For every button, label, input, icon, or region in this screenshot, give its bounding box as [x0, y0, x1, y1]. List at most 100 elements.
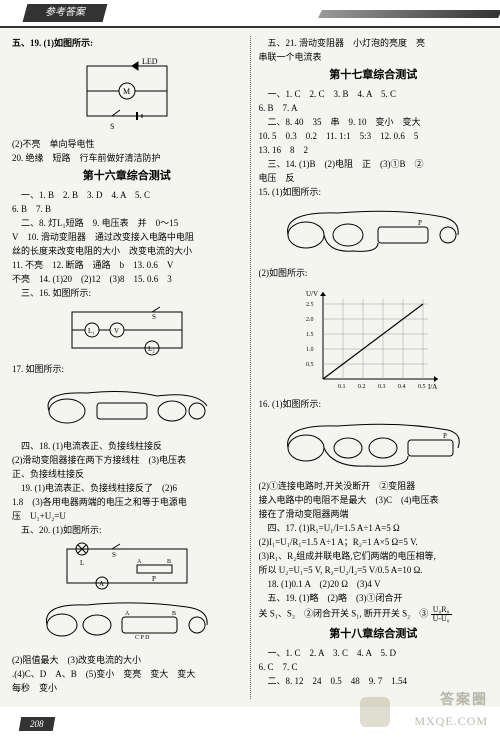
text-line: 一、1. C 2. A 3. C 4. A 5. D [259, 647, 489, 660]
text-line: .(4)C、D A、B (5)变小 变亮 变大 变大 [12, 668, 242, 681]
svg-text:A: A [99, 580, 104, 588]
svg-text:0.1: 0.1 [338, 384, 346, 390]
circuit-c20b: A B C P D [37, 595, 217, 650]
left-column: 五、19. (1)如图所示: LED M S (2)不亮 单向导电性 20. 绝… [12, 36, 242, 699]
text-line: 五、19. (1)略 (2)略 (3)①闭合开 [259, 592, 489, 605]
text-line: 关 S₁、S₂ ②闭合开关 S₁, 断开开关 S₂ ③ U₀R₀ U-U₀ [259, 606, 489, 623]
text-line: 五、19. (1)如图所示: [12, 37, 242, 50]
text-line: 接在了滑动变阻器两端 [259, 508, 489, 521]
text-line: 1.8 (3)各用电器两端的电压之和等于电源电 [12, 496, 242, 509]
text-line: 每秒 变小 [12, 682, 242, 695]
svg-text:0.2: 0.2 [358, 384, 366, 390]
text-line: 16. (1)如图所示: [259, 398, 489, 411]
svg-text:C P D: C P D [135, 635, 150, 641]
svg-text:0.3: 0.3 [378, 384, 386, 390]
text-line: 15. (1)如图所示: [259, 186, 489, 199]
text-line: 不亮 14. (1)20 (2)12 (3)8 15. 0.6 3 [12, 273, 242, 286]
text-line: 二、8. 40 35 串 9. 10 变小 变大 [259, 116, 489, 129]
text-line: 电压 反 [259, 172, 489, 185]
text-line: 二、8. 灯L₁短路 9. 电压表 并 0～15 [12, 217, 242, 230]
circuit-r15: P [278, 203, 468, 263]
circuit-led: LED M S [62, 54, 192, 134]
chart-uv-ia: U/V I/A 0.5 1.0 1.5 2.0 2.5 0.1 0.2 0.3 … [298, 284, 448, 394]
text-line: 正、负接线柱接反 [12, 468, 242, 481]
content-area: 五、19. (1)如图所示: LED M S (2)不亮 单向导电性 20. 绝… [0, 28, 500, 707]
svg-text:I/A: I/A [428, 383, 437, 391]
text-line: (3)R₁、R₂组成并联电路,它们两端的电压相等, [259, 550, 489, 563]
right-column: 五、21. 滑动变阻器 小灯泡的亮度 亮 串联一个电流表 第十七章综合测试 一、… [259, 36, 489, 699]
header-accent [318, 10, 500, 18]
svg-text:B: B [167, 559, 171, 565]
text-line: 三、14. (1)B (2)电阻 正 (3)①B ② [259, 158, 489, 171]
svg-text:1.5: 1.5 [306, 332, 314, 338]
svg-text:P: P [418, 219, 422, 227]
circuit-c20a: L S P A A B [52, 541, 202, 591]
text-line: 13. 16 8 2 [259, 144, 489, 157]
svg-text:L₁: L₁ [88, 327, 95, 335]
fraction: U₀R₀ U-U₀ [431, 606, 452, 623]
text-line: 四、18. (1)电流表正、负接线柱接反 [12, 440, 242, 453]
text-line: 二、8. 12 24 0.5 48 9. 7 1.54 [259, 675, 489, 688]
column-divider [250, 36, 251, 699]
svg-text:P: P [152, 575, 156, 583]
svg-text:M: M [123, 87, 130, 96]
text-line: 四、17. (1)R₁=U₁/I=1.5 A÷1 A=5 Ω [259, 522, 489, 535]
svg-text:B: B [172, 611, 176, 617]
text-line: V 10. 滑动变阻器 通过改变接入电路中电阻 [12, 231, 242, 244]
svg-text:2.5: 2.5 [306, 302, 314, 308]
svg-text:LED: LED [142, 57, 158, 66]
text-line: 丝的长度来改变电阻的大小 改变电流的大小 [12, 245, 242, 258]
text-line: (2)I₁=U₁/R₁=1.5 A÷1 A；R₂=1 A×5 Ω=5 V. [259, 536, 489, 549]
svg-text:0.5: 0.5 [418, 384, 426, 390]
text-line: (2)如图所示: [259, 267, 489, 280]
text-line: 三、16. 如图所示: [12, 287, 242, 300]
text-line: 19. (1)电流表正、负接线柱接反了 (2)6 [12, 482, 242, 495]
text-line: (2)①连接电路时,开关没断开 ②变阻器 [259, 480, 489, 493]
text-line: 五、21. 滑动变阻器 小灯泡的亮度 亮 [259, 37, 489, 50]
text-line: (2)不亮 单向导电性 [12, 138, 242, 151]
header-tab: 参考答案 [23, 4, 108, 22]
section-title-17: 第十七章综合测试 [259, 68, 489, 84]
header-tab-label: 参考答案 [45, 4, 85, 22]
text-line: 6. B 7. B [12, 203, 242, 216]
svg-text:L₂: L₂ [148, 345, 155, 353]
svg-text:0.4: 0.4 [398, 384, 406, 390]
text-line: 串联一个电流表 [259, 51, 489, 64]
watermark-logo [360, 697, 390, 727]
page-number: 208 [19, 717, 55, 731]
svg-text:1.0: 1.0 [306, 347, 314, 353]
text-line: (2)阻值最大 (3)改变电流的大小 [12, 654, 242, 667]
section-title-18: 第十八章综合测试 [259, 627, 489, 643]
text-line: 11. 不亮 12. 断路 通路 b 13. 0.6 V [12, 259, 242, 272]
text-line: 10. 5 0.3 0.2 11. 1:1 5:3 12. 0.6 5 [259, 130, 489, 143]
section-title-16: 第十六章综合测试 [12, 169, 242, 185]
watermark-text-2: MXQE.COM [414, 714, 488, 729]
svg-text:V: V [114, 327, 119, 335]
svg-text:S: S [112, 551, 116, 559]
text-line: 所以 U₂=U₁=5 V, R₂=U₂/I₂=5 V/0.5 A=10 Ω. [259, 564, 489, 577]
text-line: 20. 绝缘 短路 行车前做好清洁防护 [12, 152, 242, 165]
text-line: 17. 如图所示: [12, 363, 242, 376]
svg-text:S: S [110, 122, 114, 131]
text-line: 18. (1)0.1 A (2)20 Ω (3)4 V [259, 578, 489, 591]
text-line: (2)滑动变阻器接在两下方接线柱 (3)电压表 [12, 454, 242, 467]
text-line: 6. B 7. A [259, 102, 489, 115]
text-line: 一、1. B 2. B 3. D 4. A 5. C [12, 189, 242, 202]
text-line: 压 U₁+U₂=U [12, 510, 242, 523]
svg-text:L: L [80, 559, 84, 567]
svg-text:S: S [152, 313, 156, 321]
svg-text:A: A [137, 559, 142, 565]
svg-text:A: A [125, 611, 130, 617]
svg-text:P: P [443, 432, 447, 440]
text-line: 接入电路中的电阻不是最大 (3)C (4)电压表 [259, 494, 489, 507]
svg-text:2.0: 2.0 [306, 317, 314, 323]
page-header: 参考答案 [0, 0, 500, 28]
text-line: 6. C 7. C [259, 661, 489, 674]
watermark-text-1: 答案圈 [440, 689, 488, 709]
text-line: 一、1. C 2. C 3. B 4. A 5. C [259, 88, 489, 101]
circuit-c16: L₁ V L₂ S [57, 304, 197, 359]
circuit-c17 [37, 381, 217, 436]
text-line: 五、20. (1)如图所示: [12, 524, 242, 537]
svg-text:0.5: 0.5 [306, 362, 314, 368]
circuit-r16: P [278, 416, 468, 476]
